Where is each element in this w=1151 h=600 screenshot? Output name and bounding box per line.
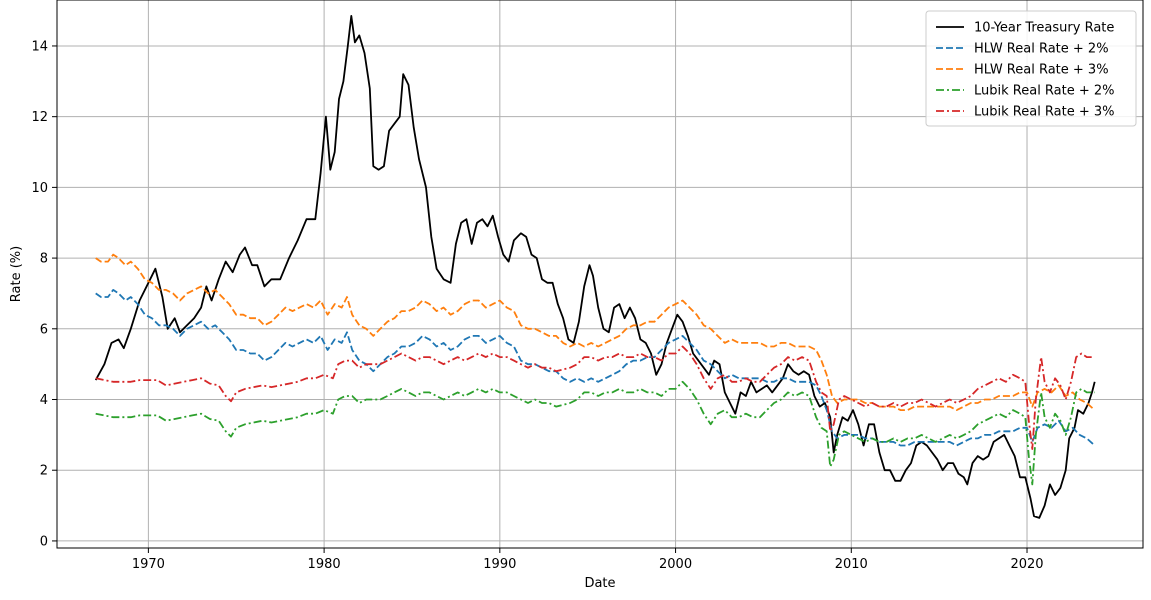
grid-lines xyxy=(57,0,1143,548)
x-tick-label: 2020 xyxy=(1010,557,1043,572)
legend-label: Lubik Real Rate + 3% xyxy=(974,105,1115,120)
x-tick-label: 1980 xyxy=(308,557,341,572)
x-axis-title: Date xyxy=(584,576,615,591)
series-layer xyxy=(94,15,1096,519)
series-line-4 xyxy=(95,380,1095,486)
legend-label: HLW Real Rate + 2% xyxy=(974,42,1109,57)
x-tick-label: 1990 xyxy=(483,557,516,572)
legend: 10-Year Treasury Rate HLW Real Rate + 2% H… xyxy=(925,10,1137,127)
y-tick-label: 10 xyxy=(31,181,48,196)
legend-label: HLW Real Rate + 3% xyxy=(974,63,1109,78)
legend-label: Lubik Real Rate + 2% xyxy=(974,84,1115,99)
y-tick-label: 6 xyxy=(40,322,48,337)
y-tick-label: 4 xyxy=(40,393,48,408)
y-axis-title: Rate (%) xyxy=(9,246,24,302)
series-line-1 xyxy=(94,15,1096,519)
plot-frame xyxy=(56,0,1144,549)
y-tick-label: 12 xyxy=(31,110,48,125)
legend-box xyxy=(925,10,1137,127)
y-tick-label: 8 xyxy=(40,252,48,267)
series-line-3 xyxy=(95,253,1096,411)
x-tick-label: 2010 xyxy=(835,557,868,572)
x-tick-label: 2000 xyxy=(659,557,692,572)
y-tick-label: 2 xyxy=(40,464,48,479)
series-line-5 xyxy=(95,345,1095,450)
x-tick-label: 1970 xyxy=(132,557,165,572)
series-line-2 xyxy=(95,289,1096,447)
axes: 1970 1980 1990 2000 2010 2020 0 2 4 6 8 10 12 14 xyxy=(31,39,1043,572)
legend-label: 10-Year Treasury Rate xyxy=(974,21,1114,36)
y-tick-label: 0 xyxy=(40,534,48,549)
y-tick-label: 14 xyxy=(31,39,48,54)
